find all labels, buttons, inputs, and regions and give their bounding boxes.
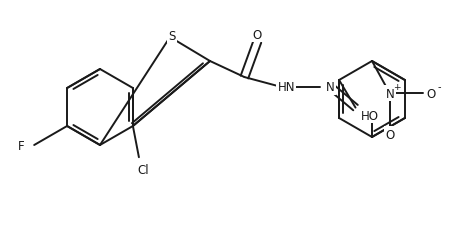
- Text: S: S: [168, 29, 175, 42]
- Text: Cl: Cl: [137, 163, 149, 176]
- Text: O: O: [252, 29, 262, 42]
- Text: O: O: [425, 87, 435, 100]
- Text: HN: HN: [277, 81, 294, 94]
- Text: N: N: [325, 81, 334, 94]
- Text: -: -: [436, 82, 440, 92]
- Text: HO: HO: [360, 109, 378, 122]
- Text: F: F: [18, 139, 24, 152]
- Text: +: +: [393, 82, 400, 91]
- Text: O: O: [385, 128, 394, 141]
- Text: N: N: [385, 87, 394, 100]
